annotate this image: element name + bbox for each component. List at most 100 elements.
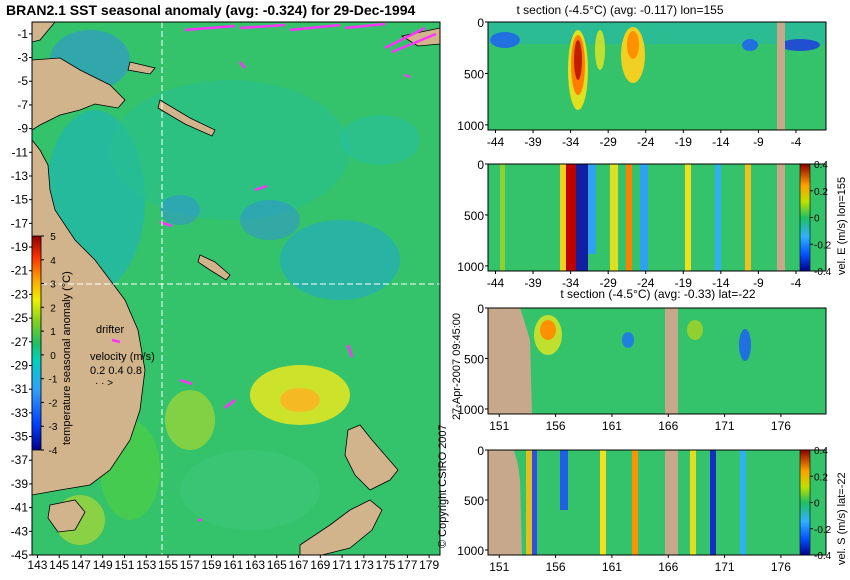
section4-colorbar-tick-label: -0.2 [814, 525, 832, 536]
section4-land-shelf [488, 450, 522, 555]
map-x-tick-label: 179 [419, 558, 439, 572]
map-x-ticks: 143 145 147 149 151 153 155 157 159 161 163 165 167 1… [27, 555, 439, 572]
map-x-tick-label: 157 [180, 558, 200, 572]
map-y-tick-label: -43 [11, 524, 29, 538]
section2-y-tick-label: 500 [464, 209, 484, 223]
legend-drifter-label: drifter [96, 324, 124, 336]
section4-band [526, 450, 532, 555]
map-y-tick-label: -37 [11, 453, 29, 467]
map-x-tick-label: 167 [289, 558, 309, 572]
section2-frame [487, 163, 827, 272]
section4-colorbar-label: vel. S (m/s) lat=-22 [836, 472, 848, 565]
anomaly-patch-cold [280, 220, 400, 300]
section2-west-jet [576, 164, 588, 271]
map-legend: drifter velocity (m/s) 0.2 0.4 0.8 · · > [90, 324, 155, 389]
map-y-tick-label: -39 [11, 477, 29, 491]
section4-x-ticks: 151 156 161 166 171 176 [489, 555, 791, 574]
map-y-tick-label: -23 [11, 287, 29, 301]
land-australia [32, 139, 146, 496]
section3-cold-patch [622, 332, 634, 348]
map-y-tick-label: -1 [17, 27, 28, 41]
section2-colorbar-tick-label: -0.2 [814, 240, 832, 251]
map-colorbar-tick-label: -4 [49, 446, 58, 457]
section1-x-tick-label: -29 [600, 135, 618, 149]
map-colorbar-label: temperature seasonal anomaly (°C) [61, 271, 73, 445]
map-y-tick-label: -31 [11, 382, 29, 396]
map-title: BRAN2.1 SST seasonal anomaly (avg: -0.32… [6, 2, 415, 18]
map-colorbar-tick-label: -3 [49, 422, 58, 433]
land-new-guinea [32, 57, 126, 131]
map-y-tick-label: -45 [11, 548, 29, 562]
section1-title: t section (-4.5°C) (avg: -0.117) lon=155 [516, 3, 723, 17]
section4-band [690, 450, 696, 555]
copyright: © Copyright CSIRO 2007 [437, 424, 449, 548]
section3-title: t section (-4.5°C) (avg: -0.33) lat=-22 [560, 287, 756, 301]
section1-y-tick-label: 1000 [457, 119, 484, 133]
section2-band [685, 164, 691, 271]
section1-warm-patch [595, 30, 605, 70]
map-colorbar-ramp [31, 235, 42, 451]
section2-background [488, 164, 826, 271]
section3-field [488, 308, 826, 414]
section2-colorbar-tick-label: 0 [814, 214, 820, 225]
section4-x-tick-label: 161 [602, 560, 622, 574]
map-x-tick-label: 143 [27, 558, 47, 572]
section4-field [488, 450, 826, 555]
section4-band [600, 450, 606, 555]
map-x-tick-label: 163 [245, 558, 265, 572]
section3-x-tick-label: 161 [602, 419, 622, 433]
map-colorbar-tick-label: 5 [50, 232, 56, 243]
section1-field [488, 22, 826, 130]
anomaly-patch-warm [165, 390, 215, 450]
section-temp-lon155: t section (-4.5°C) (avg: -0.117) lon=155… [457, 3, 827, 149]
map-x-tick-label: 151 [114, 558, 134, 572]
section1-y-tick-label: 0 [477, 16, 484, 30]
section1-x-tick-label: -39 [524, 135, 542, 149]
section4-band [532, 450, 537, 555]
section3-x-tick-label: 171 [715, 419, 735, 433]
map-y-tick-label: -27 [11, 335, 29, 349]
section3-x-ticks: 151 156 161 166 171 176 [489, 414, 791, 433]
section4-colorbar-tick-label: 0.2 [814, 472, 828, 483]
section2-band [715, 164, 721, 271]
section3-y-tick-label: 0 [477, 302, 484, 316]
section4-x-tick-label: 176 [771, 560, 791, 574]
map-colorbar-tick-label: 3 [50, 280, 56, 291]
section4-background [488, 450, 826, 555]
map-x-tick-label: 175 [376, 558, 396, 572]
legend-velocity-label: velocity (m/s) [90, 351, 155, 363]
section2-x-tick-label: -39 [524, 276, 542, 290]
map-y-tick-label: -7 [17, 98, 28, 112]
land-new-britain [127, 61, 156, 75]
section1-y-ticks: 0 500 1000 [457, 16, 488, 133]
section1-cold-patch [490, 32, 520, 48]
anomaly-patch-cool [340, 115, 420, 165]
anomaly-patch-cold [240, 200, 300, 240]
map-colorbar-tick-label: -1 [49, 375, 58, 386]
map-field [32, 22, 440, 555]
map-y-tick-label: -5 [17, 74, 28, 88]
map-y-tick-label: -25 [11, 311, 29, 325]
vector-arrows-north [184, 22, 386, 32]
section2-colorbar-ticks: 0.4 0.2 0 -0.2 -0.4 [810, 160, 832, 278]
map-y-tick-label: -19 [11, 240, 29, 254]
section1-x-tick-label: -24 [637, 135, 655, 149]
section1-x-tick-label: -19 [675, 135, 693, 149]
legend-velocity-arrows: · · > [95, 378, 113, 389]
land-nz-north [344, 424, 399, 491]
section2-colorbar [799, 163, 811, 272]
section-vel-east-lon155: 0.4 0.2 0 -0.2 -0.4 vel. E (m/s) lon=155 -44… [457, 158, 848, 290]
section2-y-ticks: 0 500 1000 [457, 158, 488, 274]
section2-x-tick-label: -34 [562, 276, 580, 290]
section4-x-tick-label: 171 [715, 560, 735, 574]
map-x-tick-label: 155 [158, 558, 178, 572]
section2-x-tick-label: -44 [487, 276, 505, 290]
section4-colorbar-ticks: 0.4 0.2 0 -0.2 -0.4 [810, 446, 832, 562]
map-y-tick-label: -21 [11, 264, 29, 278]
section2-colorbar-tick-label: -0.4 [814, 267, 832, 278]
section2-x-tick-label: -19 [675, 276, 693, 290]
section2-y-tick-label: 0 [477, 158, 484, 172]
map-y-tick-label: -41 [11, 501, 29, 515]
section4-land-band [665, 450, 678, 555]
